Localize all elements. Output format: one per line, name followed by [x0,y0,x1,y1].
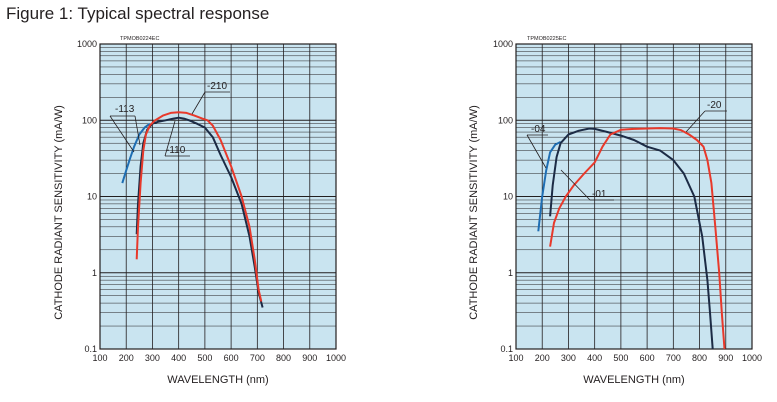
chart1-series-label: -210 [207,81,227,92]
chart2-series-label: -20 [707,100,722,111]
chart2-series-line-dark [549,127,714,350]
chart1-y-tick-label: 1 [92,268,97,278]
chart1-leader-line [134,115,141,146]
chart1-leader-line [164,120,176,157]
chart1-x-tick-label: 200 [119,353,134,363]
chart2-y-tick-label: 100 [498,115,513,125]
chart2-x-tick-label: 700 [666,353,681,363]
chart1-y-axis-label: CATHODE RADIANT SENSITIVITY (mA/W) [53,105,65,320]
chart2-x-tick-label: 600 [640,353,655,363]
chart1-x-axis-label: WAVELENGTH (nm) [167,374,268,386]
chart1-series-line-blue [121,122,151,184]
chart2-x-tick-label: 900 [718,353,733,363]
chart2-series-label: -04 [531,124,546,135]
chart2-leader-line [685,110,706,133]
chart1-x-tick-label: 700 [250,353,265,363]
chart1-x-tick-label: 100 [92,353,107,363]
chart2-leader-line [526,134,547,169]
chart1-x-tick-label: 300 [145,353,160,363]
chart1-x-tick-label: 800 [276,353,291,363]
chart2-x-tick-label: 100 [508,353,523,363]
chart1-y-tick-label: 10 [87,192,97,202]
chart1-leader-line [109,115,135,153]
chart2-y-axis-label: CATHODE RADIANT SENSITIVITY (mA/W) [468,105,480,320]
chart2-chart-code: TPMOB0225EC [527,36,566,42]
chart2-series-line-red [549,127,726,350]
figure-title: Figure 1: Typical spectral response [6,4,270,23]
chart1-x-tick-label: 600 [224,353,239,363]
chart2-x-axis-label: WAVELENGTH (nm) [583,374,684,386]
chart2-x-tick-label: 500 [613,353,628,363]
chart2-x-tick-label: 300 [561,353,576,363]
chart1-y-tick-label: 1000 [77,39,97,49]
chart1-series-line-red [135,111,263,302]
chart2-y-tick-label: 1 [508,268,513,278]
chart1-x-tick-label: 1000 [326,353,346,363]
chart1-plot-frame [99,43,337,350]
chart2-x-tick-label: 1000 [742,353,762,363]
chart1-leader-line [191,91,206,115]
chart2-y-tick-label: 0.1 [500,344,513,354]
chart2-x-tick-label: 800 [692,353,707,363]
chart1-series-label: -110 [166,145,186,156]
chart1-chart-code: TPMOB0224EC [120,36,159,42]
chart1-y-tick-label: 100 [82,115,97,125]
chart1-x-tick-label: 400 [171,353,186,363]
chart1-x-tick-label: 500 [197,353,212,363]
chart2-x-tick-label: 400 [587,353,602,363]
chart2-series-label: -01 [592,189,607,200]
chart2-series-line-blue [537,141,562,232]
chart2-leader-line [560,169,591,201]
chart1-y-tick-label: 0.1 [84,344,97,354]
chart1-series-label: -113 [115,104,135,115]
chart2-plot-frame [515,43,753,350]
chart2-y-tick-label: 1000 [493,39,513,49]
chart2-x-tick-label: 200 [535,353,550,363]
chart2-y-tick-label: 10 [503,192,513,202]
chart1-x-tick-label: 900 [302,353,317,363]
